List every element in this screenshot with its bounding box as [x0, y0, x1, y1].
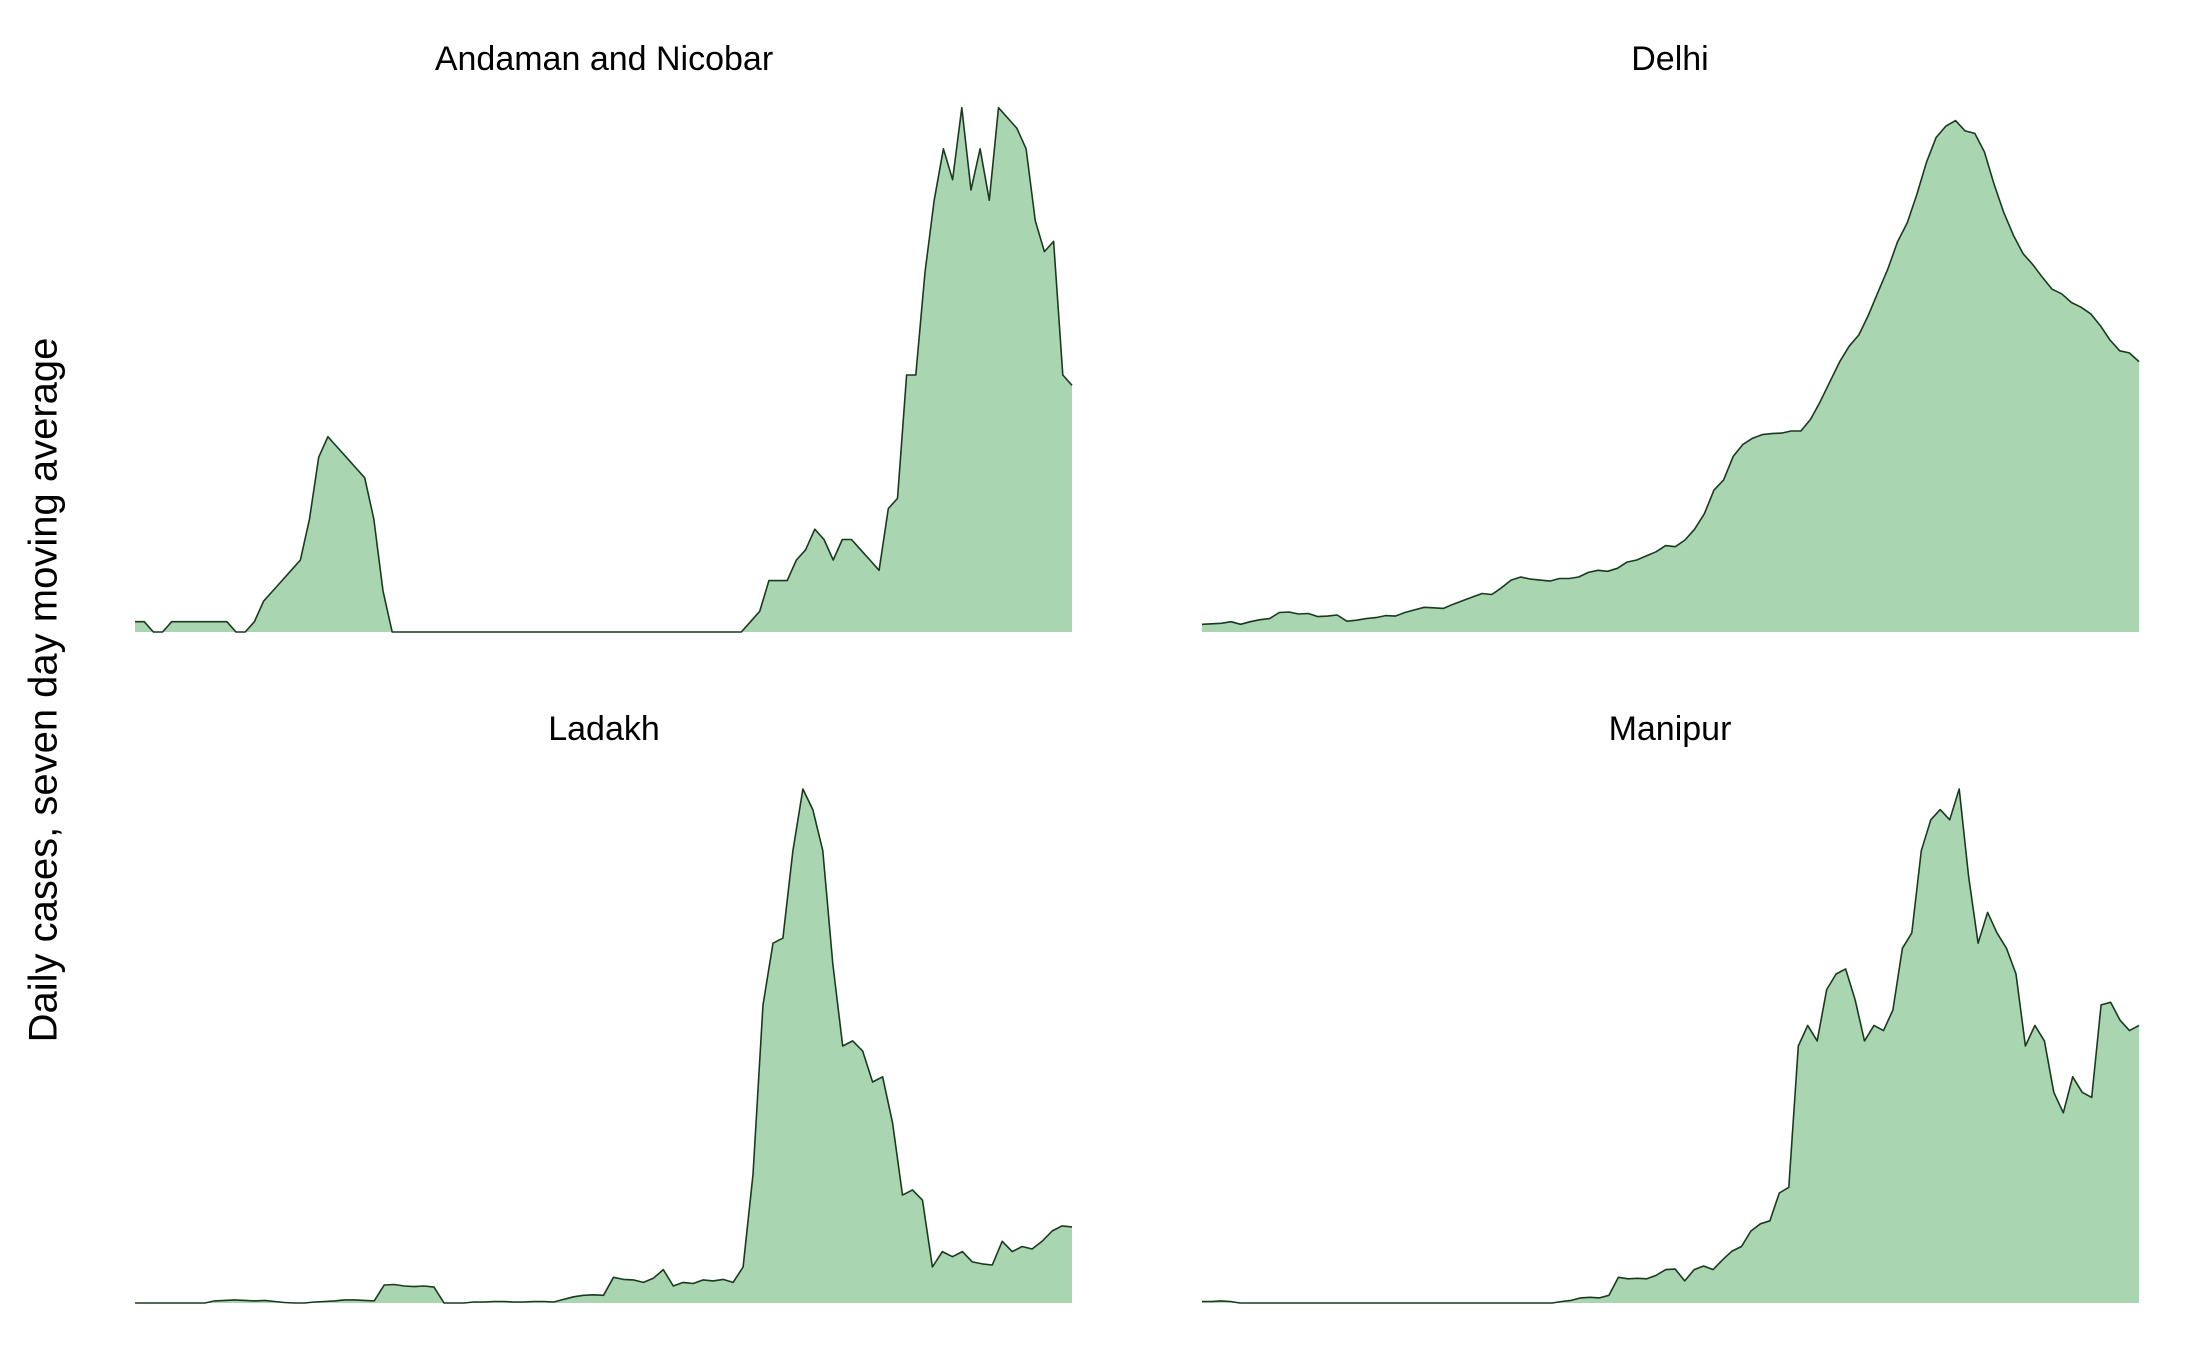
panel-title: Andaman and Nicobar: [435, 40, 773, 78]
panel-title: Manipur: [1609, 710, 1732, 748]
series-line: [135, 106, 1073, 633]
series-line: [135, 788, 1073, 1304]
panel-manipur: Manipur: [1202, 710, 2140, 1304]
panel-title: Ladakh: [548, 710, 660, 748]
area-fill: [135, 789, 1072, 1303]
area-fill: [1202, 789, 2139, 1303]
panel-andaman-and-nicobar: Andaman and Nicobar: [135, 40, 1073, 633]
panel-ladakh: Ladakh: [135, 710, 1073, 1304]
series-line: [1202, 788, 2140, 1304]
area-fill: [135, 107, 1072, 632]
panel-title: Delhi: [1631, 40, 1708, 78]
panel-delhi: Delhi: [1201, 40, 2140, 632]
series-line: [1201, 119, 2140, 626]
area-fill: [1202, 120, 2139, 632]
